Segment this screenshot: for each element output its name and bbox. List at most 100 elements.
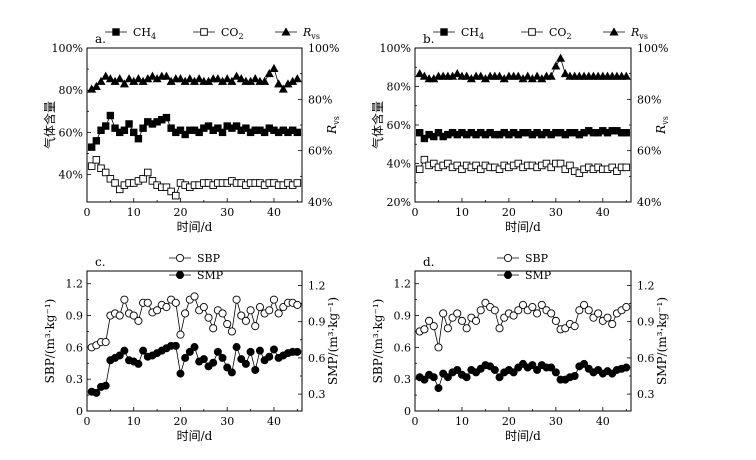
- y2-tick-label: 0.6: [308, 352, 326, 365]
- data-point: [495, 165, 504, 174]
- legend-label-sub: vs: [310, 32, 320, 41]
- data-point: [265, 352, 274, 361]
- x-tick-label: 0: [84, 206, 91, 219]
- data-point: [148, 177, 157, 185]
- y-tick-label: 100%: [380, 42, 411, 55]
- data-point: [190, 292, 199, 301]
- data-point: [246, 347, 255, 356]
- data-point: [293, 128, 302, 137]
- data-point: [161, 71, 171, 80]
- plot-frame: [86, 270, 303, 412]
- data-point: [420, 134, 429, 143]
- data-point: [172, 191, 180, 200]
- data-point: [175, 74, 185, 83]
- data-point: [293, 347, 302, 356]
- y2-axis-label-main: R: [654, 125, 668, 135]
- legend-label-main: CH: [461, 26, 479, 39]
- data-point: [232, 122, 241, 130]
- data-point: [227, 76, 237, 85]
- data-point: [495, 71, 505, 80]
- y-tick-label: 1.2: [394, 278, 412, 291]
- data-point: [514, 159, 523, 168]
- series-ch4: [87, 111, 302, 151]
- legend: CH4 CO2 Rvs: [433, 26, 648, 41]
- legend-label-main: R: [630, 26, 639, 39]
- data-point: [101, 338, 110, 347]
- data-point: [603, 313, 612, 322]
- data-point: [566, 161, 574, 170]
- data-point: [462, 324, 471, 333]
- series-line: [419, 302, 627, 348]
- data-point: [265, 306, 274, 315]
- y-tick-label: 0.9: [394, 310, 412, 323]
- data-point: [111, 124, 119, 132]
- data-point: [101, 71, 111, 80]
- x-axis-label: 时间/d: [177, 429, 213, 443]
- y-axis-label: 气体含量: [42, 101, 57, 149]
- data-point: [120, 295, 129, 304]
- data-point: [218, 309, 227, 318]
- legend-label-sub: 2: [566, 32, 571, 41]
- legend-marker: [175, 253, 185, 263]
- data-point: [453, 161, 462, 170]
- legend-label-main: CO: [221, 26, 238, 39]
- y-tick-label: 60%: [59, 126, 83, 139]
- x-tick-label: 40: [596, 415, 610, 428]
- data-point: [115, 311, 124, 320]
- data-point: [476, 71, 486, 80]
- data-point: [139, 175, 147, 183]
- x-axis-label: 时间/d: [177, 220, 213, 234]
- data-point: [269, 63, 279, 73]
- data-point: [222, 74, 232, 83]
- chart-panel-b: 0 10 20 30 40 20% 40% 60% 80% 100% 40% 60% 80% 100% 时间…: [370, 26, 670, 234]
- legend-label: Rvs: [302, 26, 320, 41]
- y-tick-label: 40%: [59, 169, 83, 182]
- data-point: [185, 347, 194, 356]
- y2-tick-label: 1.2: [637, 279, 655, 292]
- series-co2: [415, 155, 631, 177]
- data-point: [92, 156, 101, 164]
- legend-marker: [528, 28, 536, 36]
- data-point: [246, 306, 255, 315]
- panel-label: c.: [95, 255, 106, 269]
- x-tick-label: 20: [502, 206, 516, 219]
- data-point: [213, 347, 222, 356]
- x-tick-label: 10: [455, 206, 469, 219]
- y-axis-label: SBP/(m³·kg⁻¹): [43, 299, 57, 384]
- y2-tick-label: 40%: [308, 196, 332, 209]
- data-point: [429, 322, 438, 331]
- data-point: [115, 351, 124, 360]
- y-tick-label: 0.3: [66, 373, 84, 386]
- data-point: [199, 303, 208, 312]
- data-point: [181, 130, 189, 139]
- y2-tick-label: 1.2: [308, 279, 326, 292]
- legend-marker: [609, 27, 619, 36]
- data-point: [223, 363, 232, 372]
- x-tick-label: 0: [412, 206, 419, 219]
- data-point: [415, 165, 424, 174]
- y-tick-label: 1.2: [66, 278, 84, 291]
- data-point: [547, 363, 556, 372]
- x-tick-label: 10: [127, 206, 141, 219]
- y2-axis-label-sub: vs: [661, 116, 670, 126]
- y-axis-label: 气体含量: [370, 101, 385, 149]
- data-point: [415, 69, 425, 78]
- y2-tick-label: 0.3: [308, 388, 326, 401]
- series-line: [91, 295, 298, 348]
- data-point: [518, 300, 528, 309]
- data-point: [153, 306, 162, 315]
- data-point: [495, 373, 504, 382]
- data-point: [457, 316, 467, 325]
- y2-axis-label: Rvs: [325, 116, 341, 135]
- series-smp: [87, 341, 302, 397]
- data-point: [214, 124, 222, 132]
- data-point: [537, 300, 546, 309]
- x-axis-label: 时间/d: [505, 220, 541, 234]
- legend-marker: [112, 28, 120, 36]
- data-point: [133, 74, 143, 83]
- data-point: [241, 359, 250, 368]
- data-point: [96, 76, 106, 85]
- data-point: [523, 71, 533, 80]
- data-point: [227, 368, 236, 377]
- data-point: [176, 369, 185, 378]
